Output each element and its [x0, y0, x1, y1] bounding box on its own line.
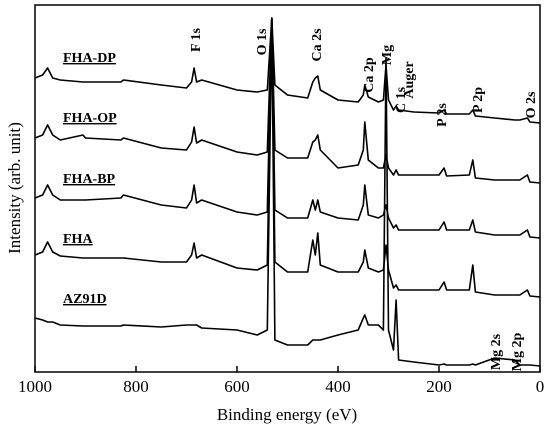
- peak-label: P 2s: [435, 103, 450, 127]
- plot-frame: [34, 4, 541, 373]
- peak-label: O 2s: [524, 91, 539, 118]
- peak-label: Ca 2s: [310, 28, 325, 62]
- x-axis-label: Binding energy (eV): [217, 405, 357, 424]
- peak-label: C 1s: [394, 86, 409, 113]
- series-label: FHA-DP: [63, 51, 116, 66]
- peak-label: Ca 2p: [362, 57, 377, 93]
- x-tick-label: 1000: [18, 377, 52, 396]
- peak-label: Mg 2p: [510, 333, 525, 372]
- spectrum-line: [34, 17, 541, 298]
- peak-label: Mg: [380, 45, 395, 65]
- peak-label: P 2p: [471, 87, 486, 113]
- spectrum-line: [34, 17, 541, 184]
- peak-label: Auger: [402, 61, 417, 98]
- x-tick-label: 800: [123, 377, 149, 396]
- spectrum-line: [34, 19, 541, 367]
- peak-label: O 1s: [255, 28, 270, 55]
- series-label: AZ91D: [63, 292, 107, 307]
- x-tick-label: 600: [224, 377, 250, 396]
- peak-label: F 1s: [189, 27, 204, 52]
- x-tick-label: 0: [536, 377, 545, 396]
- series-label: FHA: [63, 232, 93, 247]
- x-tick-label: 200: [426, 377, 452, 396]
- series-label: FHA-OP: [63, 111, 117, 126]
- y-axis-label: Intensity (arb. unit): [5, 122, 24, 254]
- spectrum-line: [34, 17, 541, 239]
- peak-label: Mg 2s: [489, 333, 504, 370]
- x-tick-label: 400: [325, 377, 351, 396]
- series-label: FHA-BP: [63, 172, 116, 187]
- spectrum-line: [34, 17, 541, 124]
